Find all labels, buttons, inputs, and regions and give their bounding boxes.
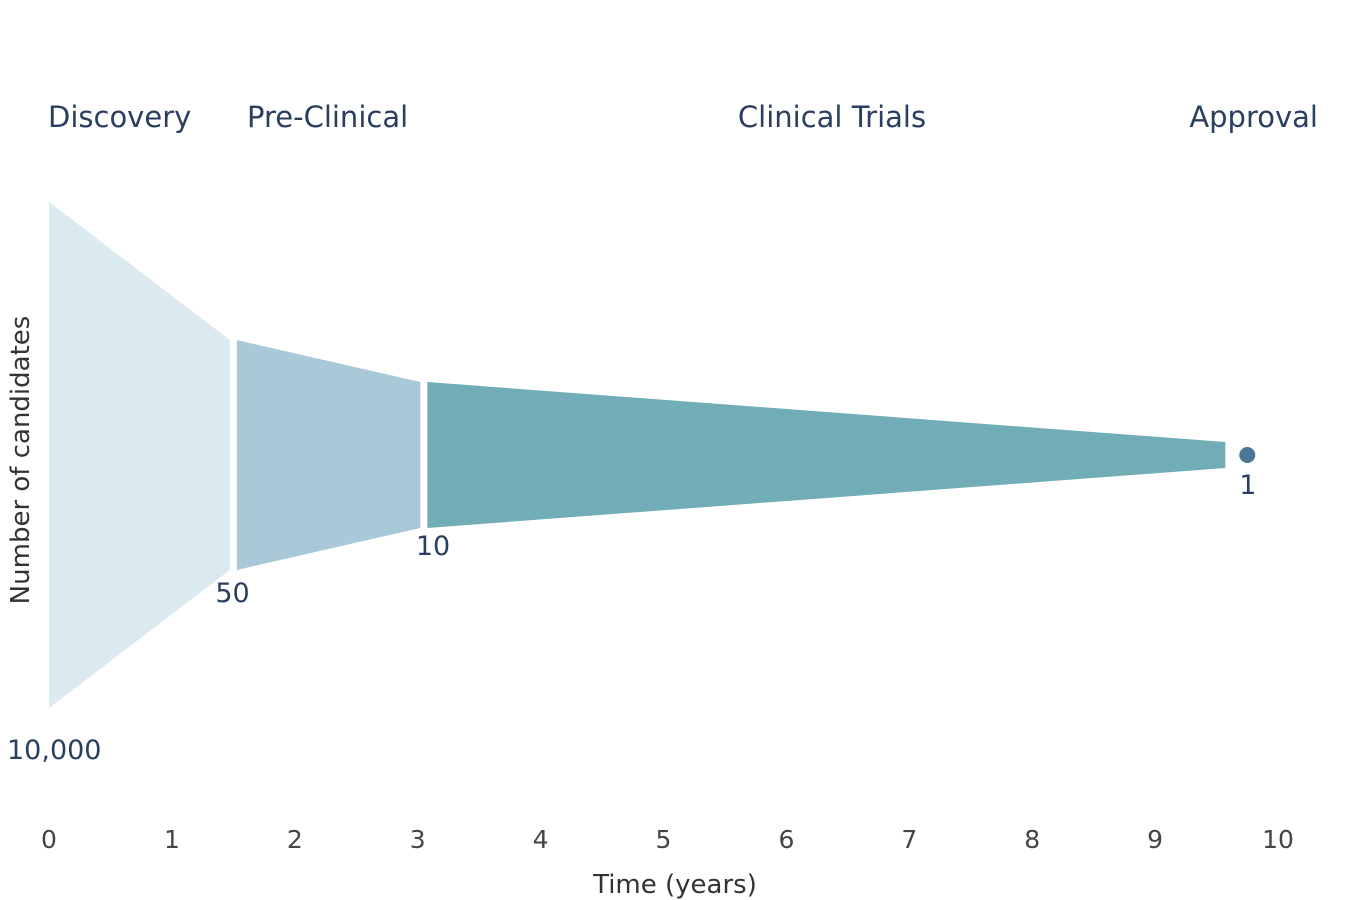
funnel-segment-pre-clinical xyxy=(236,340,421,570)
value-label: 10,000 xyxy=(7,735,101,766)
x-tick-label: 6 xyxy=(778,825,794,854)
x-tick-label: 7 xyxy=(901,825,917,854)
funnel-segment-clinical-trials xyxy=(427,382,1226,528)
x-tick-label: 1 xyxy=(164,825,180,854)
stage-label-approval: Approval xyxy=(1189,100,1318,134)
value-label: 1 xyxy=(1239,470,1256,501)
stage-label-discovery: Discovery xyxy=(48,100,191,134)
x-axis-title: Time (years) xyxy=(592,870,757,900)
value-label: 50 xyxy=(215,578,249,609)
funnel-segment-discovery xyxy=(49,202,230,708)
x-tick-label: 10 xyxy=(1262,825,1294,854)
x-axis-ticks: 0 1 2 3 4 5 6 7 8 9 10 xyxy=(41,825,1294,854)
stage-labels: Discovery Pre-Clinical Clinical Trials Appr… xyxy=(48,100,1318,134)
value-labels: 10,000 50 10 1 xyxy=(7,470,1256,766)
stage-areas xyxy=(49,202,1256,708)
x-tick-label: 2 xyxy=(287,825,303,854)
x-tick-label: 8 xyxy=(1024,825,1040,854)
x-tick-label: 3 xyxy=(410,825,426,854)
x-tick-label: 5 xyxy=(656,825,672,854)
x-tick-label: 4 xyxy=(533,825,549,854)
x-tick-label: 9 xyxy=(1147,825,1163,854)
stage-label-pre-clinical: Pre-Clinical xyxy=(247,100,408,134)
y-axis-title: Number of candidates xyxy=(6,316,36,605)
x-tick-label: 0 xyxy=(41,825,57,854)
stage-label-clinical-trials: Clinical Trials xyxy=(738,100,926,134)
approval-point xyxy=(1239,447,1256,463)
value-label: 10 xyxy=(416,531,450,562)
